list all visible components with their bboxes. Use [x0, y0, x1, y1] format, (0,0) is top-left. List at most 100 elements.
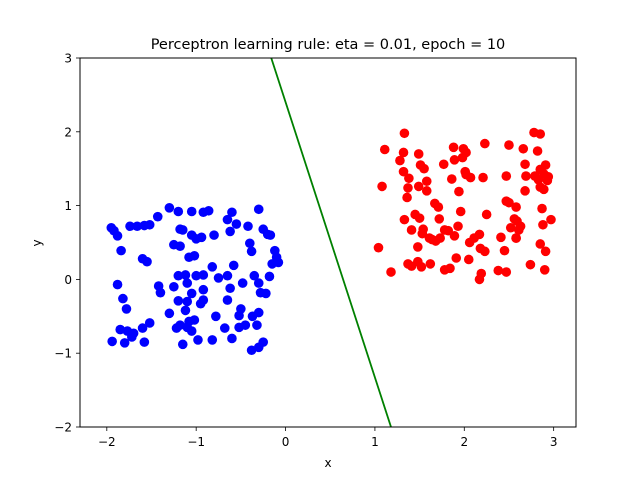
- blue-data-point: [219, 323, 230, 333]
- blue-data-point: [182, 296, 193, 307]
- red-data-point: [449, 231, 460, 241]
- blue-data-point: [121, 304, 132, 314]
- red-data-point: [540, 246, 551, 257]
- red-data-point: [435, 233, 445, 243]
- blue-data-point: [118, 293, 128, 304]
- blue-data-point: [112, 279, 123, 290]
- blue-data-point: [132, 221, 142, 232]
- blue-data-point: [207, 262, 218, 272]
- red-data-point: [413, 181, 424, 192]
- blue-data-point: [164, 203, 175, 213]
- blue-data-point: [142, 256, 152, 267]
- blue-data-point: [137, 323, 148, 333]
- red-data-point: [499, 245, 510, 256]
- blue-data-point: [193, 335, 203, 345]
- red-data-point: [538, 219, 548, 230]
- red-data-point: [425, 259, 436, 269]
- red-data-point: [446, 174, 457, 184]
- blue-data-point: [175, 241, 185, 251]
- y-tick-label: −1: [54, 347, 72, 361]
- blue-data-point: [265, 230, 276, 240]
- x-tick-label: 0: [282, 435, 290, 449]
- blue-data-point: [243, 221, 253, 232]
- blue-data-point: [196, 232, 207, 243]
- blue-data-point: [198, 284, 209, 295]
- blue-data-point: [127, 332, 137, 342]
- blue-data-point: [253, 278, 264, 288]
- blue-data-point: [186, 206, 197, 217]
- red-data-point: [501, 171, 512, 181]
- red-data-point: [421, 176, 432, 187]
- red-data-point: [427, 234, 437, 245]
- blue-data-point: [234, 310, 244, 321]
- red-data-point: [474, 274, 485, 285]
- red-data-point: [504, 197, 514, 208]
- red-data-point: [373, 242, 384, 253]
- red-data-point: [433, 202, 444, 212]
- red-data-point: [434, 214, 445, 224]
- x-tick-label: 3: [550, 435, 558, 449]
- red-data-point: [403, 183, 413, 193]
- blue-data-point: [222, 295, 233, 305]
- red-data-point: [493, 265, 504, 276]
- red-data-point: [464, 237, 475, 248]
- blue-data-point: [173, 296, 184, 306]
- red-data-point: [416, 262, 427, 272]
- y-tick-label: 0: [64, 273, 72, 287]
- blue-data-point: [189, 250, 200, 261]
- blue-data-point: [213, 273, 224, 283]
- blue-data-point: [112, 231, 123, 241]
- red-data-point: [546, 214, 556, 225]
- red-data-point: [457, 152, 468, 163]
- red-data-point: [406, 225, 417, 235]
- red-data-point: [463, 254, 474, 265]
- blue-data-point: [186, 326, 197, 336]
- blue-data-point: [225, 283, 235, 294]
- red-data-point: [532, 146, 543, 156]
- blue-data-point: [240, 320, 251, 330]
- red-data-point: [539, 265, 550, 275]
- blue-data-point: [264, 271, 275, 282]
- x-tick-label: 2: [460, 435, 468, 449]
- red-data-point: [402, 192, 412, 203]
- blue-data-point: [189, 315, 200, 325]
- x-tick-label: 1: [371, 435, 379, 449]
- blue-data-point: [191, 270, 201, 281]
- blue-data-point: [169, 281, 179, 292]
- blue-data-point: [107, 336, 117, 347]
- blue-data-point: [171, 323, 182, 333]
- red-data-point: [511, 202, 521, 212]
- red-data-point: [535, 182, 546, 192]
- red-data-point: [520, 186, 530, 196]
- y-tick-label: 2: [64, 125, 72, 139]
- blue-data-point: [258, 337, 269, 347]
- red-data-point: [454, 186, 464, 197]
- blue-data-point: [207, 335, 218, 345]
- decision-boundary-line: [270, 58, 392, 427]
- red-data-point: [535, 239, 546, 249]
- red-data-point: [480, 138, 490, 149]
- red-data-point: [535, 129, 546, 139]
- blue-data-point: [182, 278, 193, 288]
- blue-data-point: [180, 270, 191, 280]
- blue-data-point: [177, 339, 188, 350]
- blue-data-point: [203, 205, 214, 216]
- red-data-point: [465, 172, 476, 183]
- blue-data-point: [252, 320, 262, 330]
- blue-data-point: [237, 278, 248, 288]
- red-data-point: [406, 261, 417, 271]
- red-data-point: [386, 267, 396, 277]
- blue-data-point: [152, 211, 163, 222]
- x-axis-label: x: [324, 456, 331, 470]
- blue-data-point: [155, 287, 166, 298]
- blue-data-point: [225, 226, 235, 237]
- blue-data-point: [186, 288, 197, 299]
- chart-title: Perceptron learning rule: eta = 0.01, ep…: [151, 37, 506, 53]
- y-tick-label: −2: [54, 421, 72, 435]
- blue-data-point: [119, 338, 130, 348]
- blue-data-point: [231, 219, 242, 229]
- red-data-point: [404, 173, 414, 184]
- blue-data-point: [258, 224, 269, 235]
